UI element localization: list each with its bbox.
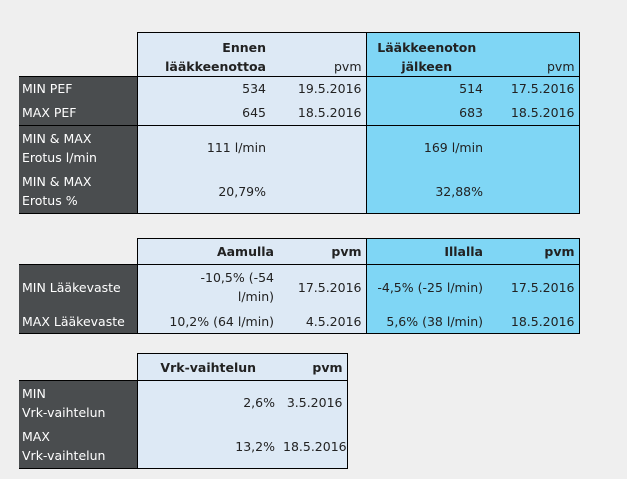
value-cell: 645 (136, 100, 270, 126)
value-cell: 111 l/min (136, 125, 270, 170)
date-cell: 18.5.2016 (487, 100, 580, 126)
daily-variation-table: Vrk-vaihtelun pvm MIN Vrk-vaihtelun 2,6%… (19, 353, 348, 469)
date-cell: 4.5.2016 (278, 309, 367, 334)
value-cell: 5,6% (38 l/min) (366, 309, 487, 334)
header-date: pvm (487, 32, 580, 77)
header-date: pvm (487, 238, 580, 265)
medication-response-table: Aamulla pvm Illalla pvm MIN Lääkevaste -… (19, 238, 580, 334)
row-label: MAX Lääkevaste (19, 309, 137, 334)
date-cell: 18.5.2016 (270, 100, 367, 126)
table-row: MIN PEF 534 19.5.2016 514 17.5.2016 (19, 76, 580, 101)
value-cell: 514 (366, 76, 487, 101)
label-line: MAX (22, 429, 50, 445)
pef-table: Ennen lääkkeenottoa pvm Lääkkeenoton jäl… (19, 32, 580, 214)
header-daily-variation: Vrk-vaihtelun (136, 353, 279, 381)
table-row: MIN Lääkevaste -10,5% (-54 l/min) 17.5.2… (19, 264, 580, 310)
date-cell: 19.5.2016 (270, 76, 367, 101)
header-after-medication: Lääkkeenoton jälkeen (366, 32, 487, 77)
date-cell (487, 125, 580, 170)
value-cell: 2,6% (136, 380, 279, 425)
header-before-medication: Ennen lääkkeenottoa (136, 32, 270, 77)
row-label: MIN Lääkevaste (19, 264, 137, 310)
value-cell: 10,2% (64 l/min) (136, 309, 278, 334)
date-cell: 18.5.2016 (279, 424, 348, 469)
label-line: Vrk-vaihtelun (22, 404, 106, 420)
corner-cell (19, 239, 137, 265)
value-cell: 20,79% (136, 169, 270, 214)
header-evening: Illalla (366, 238, 487, 265)
header-line: jälkeen (401, 59, 453, 74)
table-row: MIN & MAX Erotus % 20,79% 32,88% (19, 169, 580, 214)
table-row: MAX Lääkevaste 10,2% (64 l/min) 4.5.2016… (19, 309, 580, 334)
table-row: MIN Vrk-vaihtelun 2,6% 3.5.2016 (19, 380, 348, 425)
table-row: MIN & MAX Erotus l/min 111 l/min 169 l/m… (19, 125, 580, 170)
header-date: pvm (279, 353, 348, 381)
row-label: MIN & MAX Erotus l/min (19, 125, 137, 170)
date-cell (487, 169, 580, 214)
table-row: MAX PEF 645 18.5.2016 683 18.5.2016 (19, 100, 580, 126)
label-line: MIN (22, 385, 46, 401)
value-cell: 534 (136, 76, 270, 101)
date-cell (270, 169, 367, 214)
value-cell: 169 l/min (366, 125, 487, 170)
value-cell: -10,5% (-54 l/min) (136, 264, 278, 310)
table-row: MAX Vrk-vaihtelun 13,2% 18.5.2016 (19, 424, 348, 469)
date-cell: 17.5.2016 (487, 264, 580, 310)
header-date: pvm (270, 32, 367, 77)
header-line: Ennen (222, 40, 266, 55)
value-cell: 683 (366, 100, 487, 126)
label-line: Erotus % (22, 193, 78, 209)
row-label: MIN Vrk-vaihtelun (19, 380, 137, 425)
value-cell: 32,88% (366, 169, 487, 214)
value-cell: -4,5% (-25 l/min) (366, 264, 487, 310)
row-label: MIN & MAX Erotus % (19, 169, 137, 214)
label-line: Erotus l/min (22, 149, 97, 165)
corner-cell (19, 354, 137, 381)
value-line: l/min) (237, 289, 274, 305)
row-label: MAX Vrk-vaihtelun (19, 424, 137, 469)
row-label: MIN PEF (19, 76, 137, 101)
header-morning: Aamulla (136, 238, 278, 265)
date-cell: 17.5.2016 (278, 264, 367, 310)
corner-cell (19, 33, 137, 77)
header-line: lääkkeenottoa (165, 59, 266, 74)
date-cell (270, 125, 367, 170)
value-line: -10,5% (-54 (200, 270, 275, 286)
header-line: Lääkkeenoton (377, 40, 477, 55)
label-line: Vrk-vaihtelun (22, 448, 106, 464)
value-cell: 13,2% (136, 424, 279, 469)
label-line: MIN & MAX (22, 174, 92, 190)
header-date: pvm (278, 238, 367, 265)
row-label: MAX PEF (19, 100, 137, 126)
date-cell: 17.5.2016 (487, 76, 580, 101)
label-line: MIN & MAX (22, 130, 92, 146)
date-cell: 18.5.2016 (487, 309, 580, 334)
date-cell: 3.5.2016 (279, 380, 348, 425)
